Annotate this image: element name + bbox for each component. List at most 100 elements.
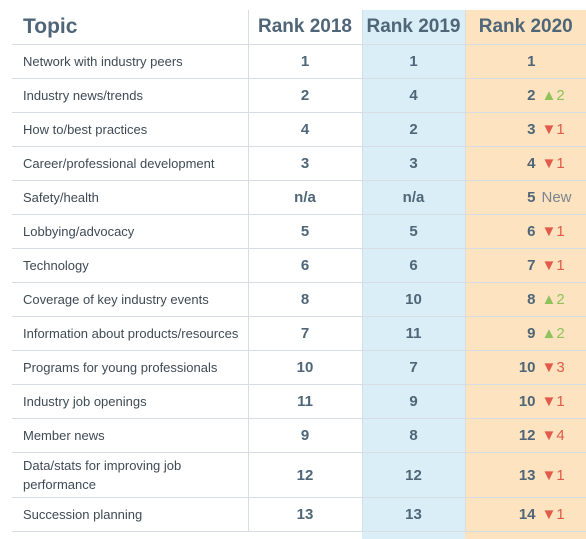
rank-2018-cell: 12 <box>247 452 362 498</box>
topic-cell: Programs for young professionals <box>12 350 248 385</box>
rank-2020-cell: 13 ▼1 <box>464 452 586 498</box>
table-row: Programs for young professionals 10 7 10 ▼3 <box>12 350 586 385</box>
topic-cell: Information about products/resources <box>12 316 248 351</box>
rank-2020-value: 4 <box>527 155 536 172</box>
rank-2018-cell: 11 <box>247 384 362 419</box>
rank-2019-cell: 3 <box>361 146 465 181</box>
rank-change-indicator: ▼1 <box>541 466 565 484</box>
table-row: Industry news/trends 2 4 2 ▲2 <box>12 78 586 113</box>
rank-2020-cell: 3 ▼1 <box>464 112 586 147</box>
rank-2020-cell: 4 ▼1 <box>464 146 586 181</box>
rank-change-indicator: New <box>541 189 572 206</box>
rank-2019-cell: 6 <box>361 248 465 283</box>
rank-2020-cell: 1 <box>464 44 586 79</box>
table-row: Coverage of key industry events 8 10 8 ▲2 <box>12 282 586 317</box>
rank-2020-cell: 5 New <box>464 180 586 215</box>
rank-2020-value: 1 <box>527 53 536 70</box>
rank-2020-cell: 10 ▼1 <box>464 384 586 419</box>
rank-2019-cell: 10 <box>361 282 465 317</box>
rank-2020-cell: 9 ▲2 <box>464 316 586 351</box>
rank-2018-cell: 4 <box>247 112 362 147</box>
rank-change-indicator: ▼1 <box>541 257 565 274</box>
rank-2018-header: Rank 2018 <box>247 10 362 45</box>
rank-2019-cell: 1 <box>361 44 465 79</box>
rank-2018-cell: 3 <box>247 146 362 181</box>
topic-cell: Technology <box>12 248 248 283</box>
rank-2020-value: 10 <box>518 359 536 376</box>
header-row: Topic Rank 2018 Rank 2019 Rank 2020 <box>12 10 586 45</box>
rank-2019-cell: 2 <box>361 112 465 147</box>
rank-2020-cell: 10 ▼3 <box>464 350 586 385</box>
topic-cell: Lobbying/advocacy <box>12 214 248 249</box>
rank-change-indicator: ▼4 <box>541 427 565 444</box>
topic-cell: Coverage of key industry events <box>12 282 248 317</box>
table-row: Safety/health n/a n/a 5 New <box>12 180 586 215</box>
topic-ranking-table: Topic Rank 2018 Rank 2019 Rank 2020 Netw… <box>12 10 586 532</box>
rank-2018-cell: n/a <box>247 180 362 215</box>
table-row: Member news 9 8 12 ▼4 <box>12 418 586 453</box>
rank-2020-value: 5 <box>527 189 536 206</box>
rank-2018-cell: 1 <box>247 44 362 79</box>
rank-2020-value: 2 <box>527 87 536 104</box>
rank-2020-value: 10 <box>518 393 536 410</box>
topic-cell: Industry job openings <box>12 384 248 419</box>
rank-2018-cell: 5 <box>247 214 362 249</box>
rank-2019-cell: 5 <box>361 214 465 249</box>
topic-cell: Data/stats for improving job performance <box>12 452 248 498</box>
rank-2020-value: 8 <box>527 291 536 308</box>
rank-2020-value: 9 <box>527 325 536 342</box>
table-row: How to/best practices 4 2 3 ▼1 <box>12 112 586 147</box>
rank-2020-cell: 14 ▼1 <box>464 497 586 532</box>
rank-2020-cell: 2 ▲2 <box>464 78 586 113</box>
table-row: Network with industry peers 1 1 1 <box>12 44 586 79</box>
rank-2019-cell: 12 <box>361 452 465 498</box>
rank-change-indicator: ▲2 <box>541 87 565 104</box>
rank-2020-value: 6 <box>527 223 536 240</box>
rank-2019-cell: 11 <box>361 316 465 351</box>
table-row: Lobbying/advocacy 5 5 6 ▼1 <box>12 214 586 249</box>
rank-2018-cell: 13 <box>247 497 362 532</box>
topic-header: Topic <box>12 10 248 45</box>
rank-2019-cell: n/a <box>361 180 465 215</box>
rank-2020-value: 13 <box>518 466 536 484</box>
rank-change-indicator: ▼1 <box>541 121 565 138</box>
topic-cell: Safety/health <box>12 180 248 215</box>
rank-2019-cell: 8 <box>361 418 465 453</box>
rank-2020-value: 3 <box>527 121 536 138</box>
rank-2020-value: 14 <box>518 506 536 523</box>
rank-2018-cell: 10 <box>247 350 362 385</box>
rank-2020-cell: 6 ▼1 <box>464 214 586 249</box>
rank-2019-cell: 13 <box>361 497 465 532</box>
rank-2020-value: 7 <box>527 257 536 274</box>
table-row: Information about products/resources 7 11 9… <box>12 316 586 351</box>
rank-2019-header: Rank 2019 <box>361 10 465 45</box>
rank-2019-cell: 7 <box>361 350 465 385</box>
rank-2020-cell: 12 ▼4 <box>464 418 586 453</box>
rank-2020-header: Rank 2020 <box>464 10 586 45</box>
topic-cell: Industry news/trends <box>12 78 248 113</box>
table-row: Succession planning 13 13 14 ▼1 <box>12 497 586 532</box>
rank-2020-cell: 8 ▲2 <box>464 282 586 317</box>
rank-2018-cell: 2 <box>247 78 362 113</box>
rank-change-indicator: ▼3 <box>541 359 565 376</box>
rank-2020-cell: 7 ▼1 <box>464 248 586 283</box>
topic-cell: Succession planning <box>12 497 248 532</box>
topic-cell: How to/best practices <box>12 112 248 147</box>
table-row: Industry job openings 11 9 10 ▼1 <box>12 384 586 419</box>
topic-cell: Career/professional development <box>12 146 248 181</box>
topic-cell: Member news <box>12 418 248 453</box>
rank-2018-cell: 7 <box>247 316 362 351</box>
rank-change-indicator: ▼1 <box>541 223 565 240</box>
rank-change-indicator: ▼1 <box>541 393 565 410</box>
table-row: Career/professional development 3 3 4 ▼1 <box>12 146 586 181</box>
rank-2018-cell: 6 <box>247 248 362 283</box>
rank-2020-value: 12 <box>518 427 536 444</box>
rank-2019-cell: 9 <box>361 384 465 419</box>
rank-change-indicator: ▲2 <box>541 291 565 308</box>
rank-2018-cell: 9 <box>247 418 362 453</box>
rank-change-indicator: ▲2 <box>541 325 565 342</box>
rank-2018-cell: 8 <box>247 282 362 317</box>
topic-cell: Network with industry peers <box>12 44 248 79</box>
rank-change-indicator: ▼1 <box>541 155 565 172</box>
